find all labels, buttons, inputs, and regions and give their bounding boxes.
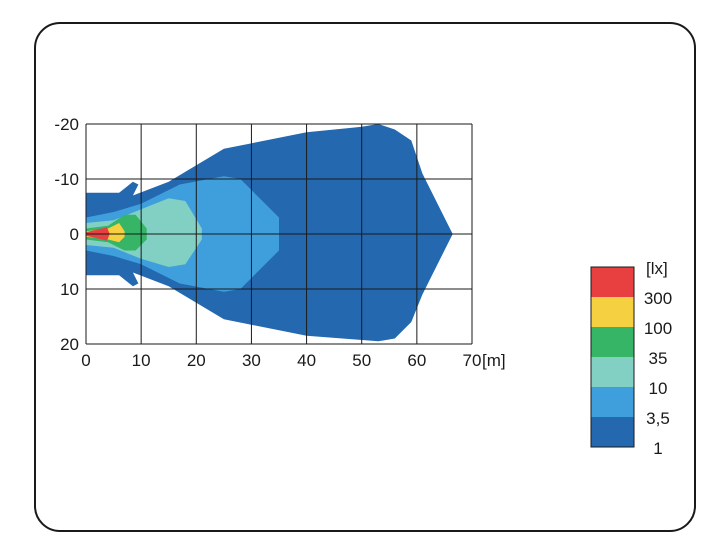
legend-label: 300 — [644, 289, 672, 308]
legend-swatch — [591, 327, 634, 357]
x-tick-label: 30 — [242, 351, 261, 370]
legend-label: 10 — [649, 379, 668, 398]
legend-border — [590, 266, 635, 448]
legend-swatch — [591, 417, 634, 447]
y-tick-label: 20 — [60, 335, 79, 354]
x-tick-label: 50 — [352, 351, 371, 370]
legend-swatch — [591, 297, 634, 327]
legend-label: 35 — [649, 349, 668, 368]
legend-swatch — [591, 357, 634, 387]
legend-label: 3,5 — [646, 409, 670, 428]
x-tick-label: 70 — [463, 351, 482, 370]
y-tick-label: -10 — [54, 170, 79, 189]
chart-frame — [34, 22, 696, 532]
legend-label: 1 — [653, 439, 662, 458]
y-tick-label: 10 — [60, 280, 79, 299]
legend-label: 100 — [644, 319, 672, 338]
x-tick-label: 40 — [297, 351, 316, 370]
x-tick-label: 60 — [407, 351, 426, 370]
legend-swatch — [591, 387, 634, 417]
legend-swatch — [591, 267, 634, 297]
x-axis-label: [m] — [482, 351, 506, 370]
y-tick-label: -20 — [54, 115, 79, 134]
x-tick-label: 10 — [132, 351, 151, 370]
x-tick-label: 0 — [81, 351, 90, 370]
x-tick-label: 20 — [187, 351, 206, 370]
legend-unit-label: [lx] — [646, 259, 668, 278]
y-tick-label: 0 — [70, 225, 79, 244]
